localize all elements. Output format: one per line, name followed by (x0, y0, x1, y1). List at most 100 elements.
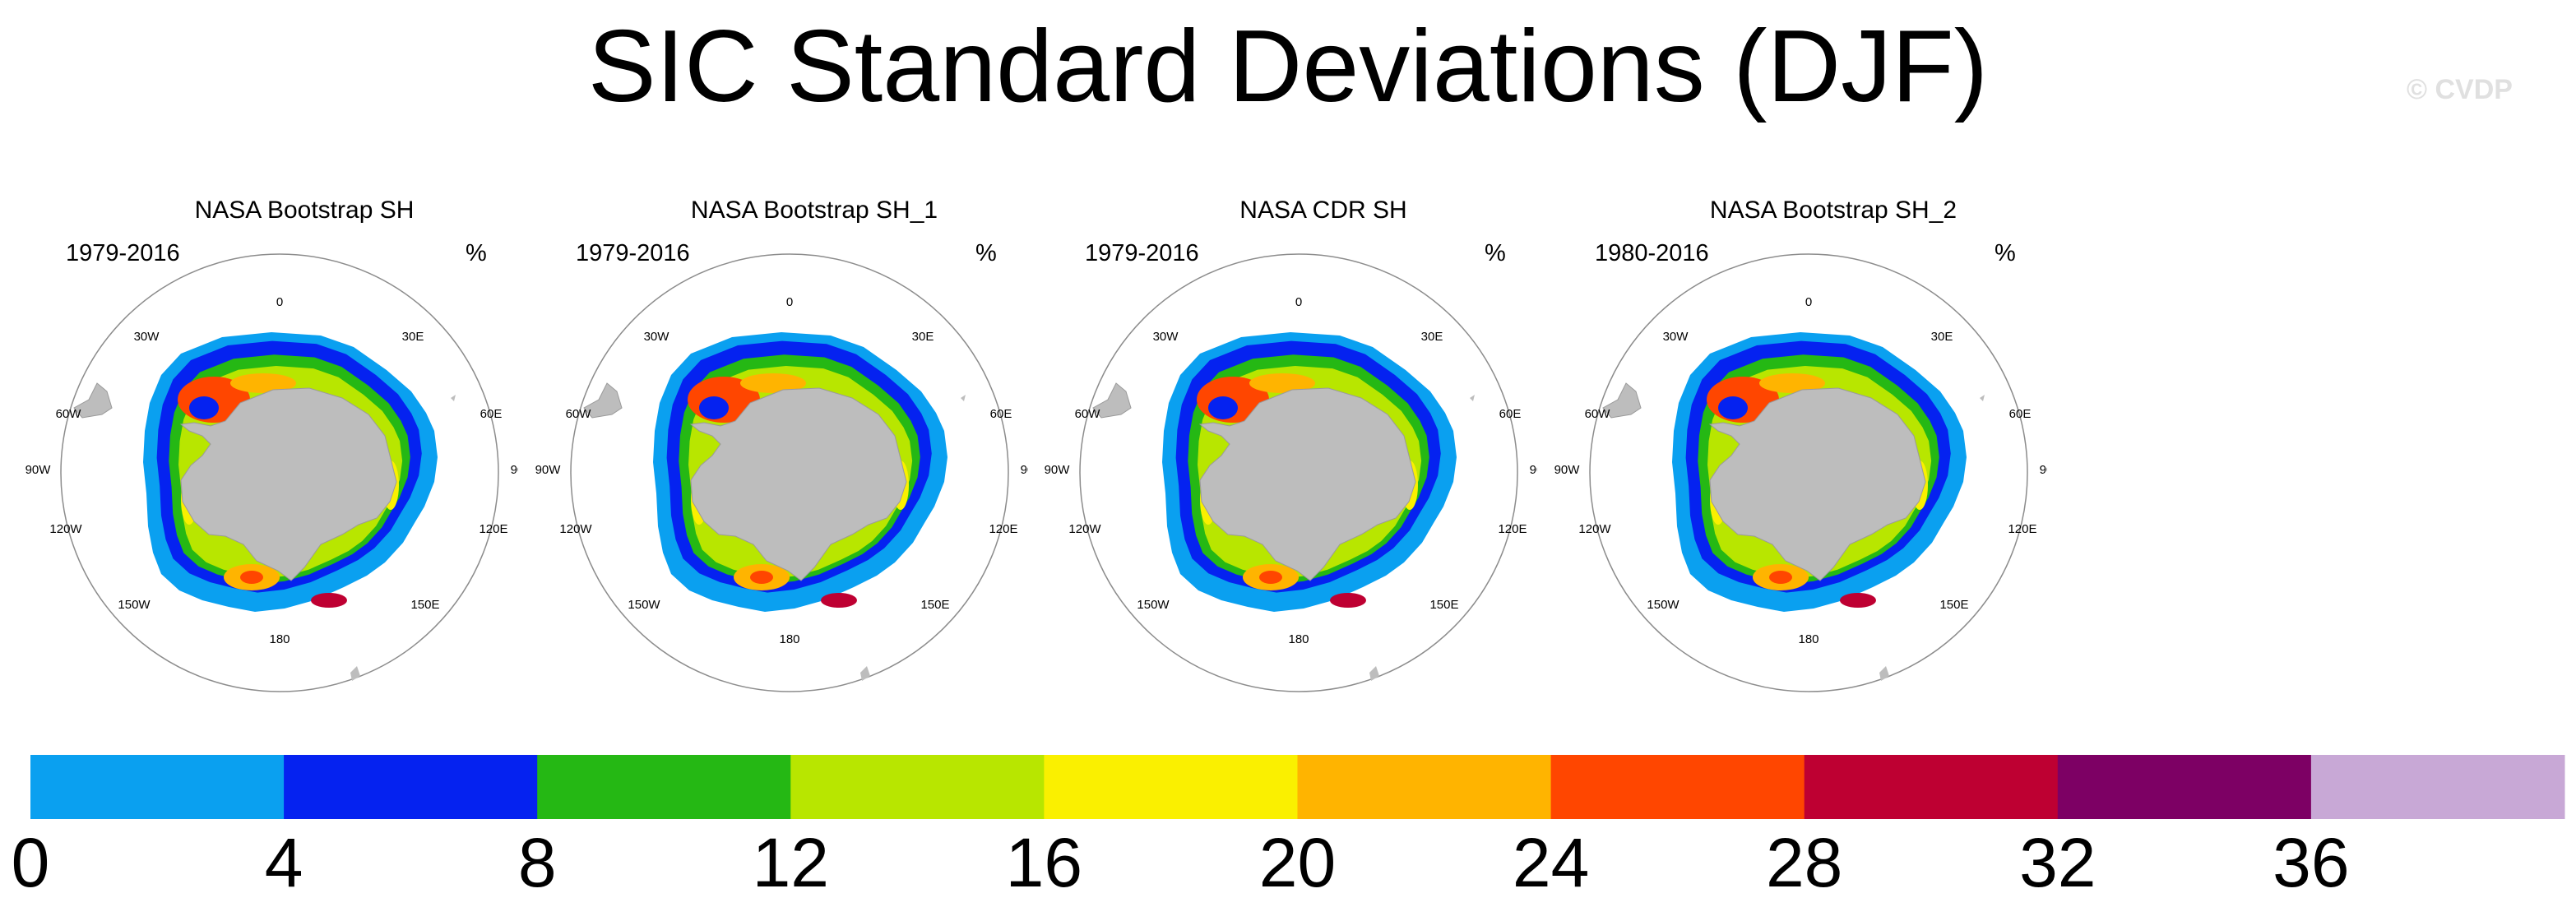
longitude-label: 30W (134, 330, 160, 344)
colorbar-tick-label: 36 (2273, 824, 2349, 901)
longitude-label: 120W (559, 522, 592, 536)
south-america-tip (73, 382, 113, 419)
hotspot-south (1840, 593, 1876, 608)
antarctica-landmass (689, 387, 907, 581)
hotspot-core (699, 396, 729, 419)
hotspot-south (1330, 593, 1366, 608)
longitude-label: 150W (118, 598, 151, 612)
longitude-label: 150E (1429, 598, 1458, 612)
island (451, 395, 456, 401)
longitude-label: 0 (276, 295, 283, 309)
longitude-label: 150W (628, 598, 660, 612)
colorbar-tick-label: 24 (1513, 824, 1589, 901)
panel-years: 1980-2016 (1595, 240, 1709, 266)
hotspot-south (821, 593, 857, 608)
panel-title: NASA Bootstrap SH (194, 197, 415, 224)
longitude-label: 30E (1931, 330, 1953, 344)
longitude-label: 30W (1663, 330, 1689, 344)
panel-units: % (975, 240, 997, 266)
colorbar-tick-label: 28 (1766, 824, 1842, 901)
island (1879, 666, 1889, 681)
hotspot-north (230, 373, 296, 393)
hotspot-core (189, 396, 219, 419)
longitude-label: 150W (1647, 598, 1679, 612)
island (860, 666, 870, 681)
longitude-label: 120W (1068, 522, 1101, 536)
colorbar-swatch (1297, 755, 1552, 819)
island (1369, 666, 1379, 681)
hotspot-south (311, 593, 347, 608)
panel-title: NASA Bootstrap SH_2 (1709, 197, 1957, 224)
longitude-label: 60W (56, 407, 82, 421)
longitude-label: 90E (1021, 463, 1028, 477)
longitude-label: 120E (989, 522, 1017, 536)
longitude-label: 30E (912, 330, 934, 344)
colorbar-swatch (1044, 755, 1298, 819)
hotspot-ross-core (750, 571, 773, 584)
panel-units: % (1995, 240, 2016, 266)
longitude-label: 30E (1421, 330, 1443, 344)
south-america-tip (583, 382, 623, 419)
longitude-label: 180 (1798, 632, 1818, 646)
island (350, 666, 360, 681)
colorbar-swatch (1804, 755, 2059, 819)
panel-units: % (1485, 240, 1506, 266)
longitude-label: 120W (49, 522, 82, 536)
polar-map: 0 30E 60E 90E 120E 150E 180 150W 120W 90W 60W 30W (535, 253, 1028, 692)
longitude-label: 120W (1578, 522, 1611, 536)
hotspot-north (1249, 373, 1315, 393)
panel-years: 1979-2016 (1085, 240, 1199, 266)
hotspot-north (1759, 373, 1825, 393)
hotspot-ross-core (1769, 571, 1792, 584)
polar-map: 0 30E 60E 90E 120E 150E 180 150W 120W 90W 60W 30W (1045, 253, 1537, 692)
island (961, 395, 966, 401)
colorbar-swatch (30, 755, 285, 819)
longitude-label: 90E (2040, 463, 2047, 477)
hotspot-core (1718, 396, 1748, 419)
longitude-label: 60E (1499, 407, 1522, 421)
longitude-label: 150W (1137, 598, 1170, 612)
map-panel: NASA Bootstrap SH 1979-2016% 0 30E 60E 90E 120… (25, 189, 551, 715)
colorbar-tick-label: 32 (2019, 824, 2096, 901)
colorbar-tick-label: 12 (753, 824, 829, 901)
longitude-label: 180 (269, 632, 290, 646)
longitude-label: 120E (479, 522, 507, 536)
longitude-label: 30E (402, 330, 424, 344)
colorbar-swatch (2310, 755, 2565, 819)
colorbar-tick-label: 16 (1006, 824, 1082, 901)
longitude-label: 60W (1585, 407, 1611, 421)
longitude-label: 60E (2009, 407, 2032, 421)
map-panel: NASA CDR SH 1979-2016% 0 30E 60E 90E 120E 150E 1… (1045, 189, 1570, 715)
hotspot-ross-core (1259, 571, 1282, 584)
longitude-label: 120E (1498, 522, 1527, 536)
longitude-label: 180 (1288, 632, 1309, 646)
copyright-watermark: © CVDP (2407, 74, 2513, 105)
longitude-label: 60E (480, 407, 503, 421)
hotspot-north (740, 373, 806, 393)
colorbar-tick-label: 4 (265, 824, 303, 901)
longitude-label: 90W (1554, 463, 1581, 477)
longitude-label: 0 (1295, 295, 1302, 309)
hotspot-ross-core (240, 571, 263, 584)
panel-units: % (466, 240, 487, 266)
panel-title: NASA CDR SH (1239, 197, 1407, 224)
longitude-label: 90E (1530, 463, 1537, 477)
panel-title: NASA Bootstrap SH_1 (690, 197, 938, 224)
longitude-label: 60E (990, 407, 1012, 421)
panel-years: 1979-2016 (576, 240, 690, 266)
hotspot-core (1208, 396, 1238, 419)
panel-years: 1979-2016 (66, 240, 180, 266)
longitude-label: 150E (920, 598, 949, 612)
longitude-label: 30W (644, 330, 670, 344)
longitude-label: 150E (1939, 598, 1968, 612)
longitude-label: 30W (1153, 330, 1179, 344)
south-america-tip (1092, 382, 1132, 419)
colorbar-swatch (284, 755, 538, 819)
colorbar-tick-label: 8 (518, 824, 557, 901)
longitude-label: 60W (566, 407, 592, 421)
longitude-label: 90W (1045, 463, 1071, 477)
longitude-label: 120E (2008, 522, 2036, 536)
antarctica-landmass (1198, 387, 1416, 581)
